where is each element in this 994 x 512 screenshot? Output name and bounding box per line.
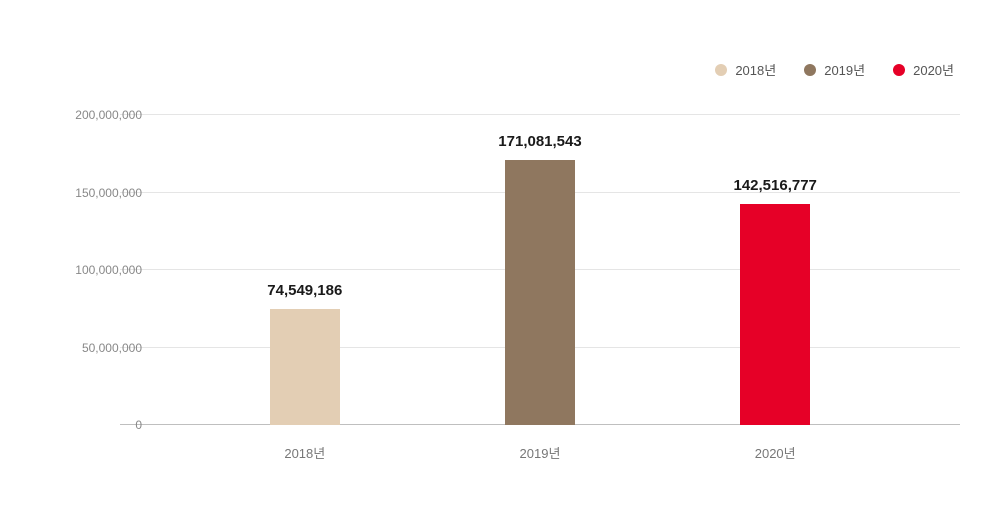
bar-value-label: 74,549,186 xyxy=(267,282,342,299)
legend-item-2018: 2018년 xyxy=(715,60,776,79)
ytick-label: 100,000,000 xyxy=(75,263,142,277)
grid-line xyxy=(120,114,960,115)
bar-2019 xyxy=(505,160,575,425)
chart-container: 2018년 2019년 2020년 74,549,186 171,081,543… xyxy=(0,0,994,512)
legend-item-2019: 2019년 xyxy=(804,60,865,79)
xtick-label: 2020년 xyxy=(755,443,796,462)
ytick-label: 200,000,000 xyxy=(75,108,142,122)
bar-2018 xyxy=(270,309,340,425)
xtick-label: 2019년 xyxy=(520,443,561,462)
legend-label: 2018년 xyxy=(735,60,776,79)
ytick-label: 0 xyxy=(135,418,142,432)
xtick-label: 2018년 xyxy=(284,443,325,462)
bar-2020 xyxy=(740,204,810,425)
legend-label: 2019년 xyxy=(824,60,865,79)
legend-dot-2019 xyxy=(804,64,816,76)
legend-label: 2020년 xyxy=(913,60,954,79)
legend-item-2020: 2020년 xyxy=(893,60,954,79)
plot-area: 74,549,186 171,081,543 142,516,777 xyxy=(120,115,960,425)
ytick-label: 50,000,000 xyxy=(82,341,142,355)
bar-value-label: 171,081,543 xyxy=(498,133,581,150)
legend-dot-2018 xyxy=(715,64,727,76)
ytick-label: 150,000,000 xyxy=(75,186,142,200)
legend-dot-2020 xyxy=(893,64,905,76)
legend: 2018년 2019년 2020년 xyxy=(715,60,954,79)
bar-value-label: 142,516,777 xyxy=(733,177,816,194)
